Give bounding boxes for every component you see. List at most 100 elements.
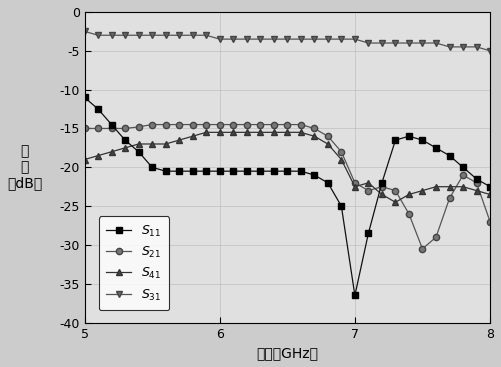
$S_{21}$ bbox=[203, 122, 209, 127]
$S_{21}$ bbox=[338, 150, 344, 154]
$S_{31}$ bbox=[109, 33, 115, 37]
$S_{31}$ bbox=[243, 37, 249, 41]
Line: $S_{31}$: $S_{31}$ bbox=[81, 28, 493, 54]
$S_{41}$ bbox=[257, 130, 263, 135]
$S_{11}$ bbox=[243, 169, 249, 173]
$S_{31}$ bbox=[203, 33, 209, 37]
$S_{31}$ bbox=[392, 41, 398, 45]
$S_{11}$ bbox=[433, 146, 439, 150]
$S_{21}$ bbox=[243, 122, 249, 127]
$S_{31}$ bbox=[406, 41, 412, 45]
$S_{41}$ bbox=[487, 192, 493, 197]
$S_{41}$ bbox=[163, 142, 169, 146]
$S_{11}$ bbox=[217, 169, 223, 173]
$S_{31}$ bbox=[163, 33, 169, 37]
$S_{11}$ bbox=[284, 169, 290, 173]
$S_{21}$ bbox=[392, 188, 398, 193]
$S_{11}$ bbox=[257, 169, 263, 173]
$S_{11}$ bbox=[190, 169, 196, 173]
$S_{31}$ bbox=[122, 33, 128, 37]
$S_{21}$ bbox=[95, 126, 101, 131]
$S_{11}$ bbox=[338, 204, 344, 208]
$S_{11}$ bbox=[460, 165, 466, 170]
$S_{41}$ bbox=[95, 153, 101, 158]
$S_{31}$ bbox=[257, 37, 263, 41]
$S_{21}$ bbox=[217, 122, 223, 127]
$S_{21}$ bbox=[271, 122, 277, 127]
$S_{31}$ bbox=[473, 45, 479, 49]
$S_{41}$ bbox=[176, 138, 182, 142]
$S_{21}$ bbox=[163, 122, 169, 127]
$S_{11}$ bbox=[82, 95, 88, 99]
Legend: $S_{11}$, $S_{21}$, $S_{41}$, $S_{31}$: $S_{11}$, $S_{21}$, $S_{41}$, $S_{31}$ bbox=[99, 216, 169, 310]
Line: $S_{21}$: $S_{21}$ bbox=[81, 121, 493, 252]
$S_{21}$ bbox=[487, 219, 493, 224]
$S_{31}$ bbox=[338, 37, 344, 41]
$S_{11}$ bbox=[271, 169, 277, 173]
$S_{31}$ bbox=[190, 33, 196, 37]
$S_{41}$ bbox=[392, 200, 398, 204]
$S_{21}$ bbox=[109, 126, 115, 131]
$S_{41}$ bbox=[311, 134, 317, 138]
$S_{41}$ bbox=[271, 130, 277, 135]
$S_{21}$ bbox=[257, 122, 263, 127]
$S_{41}$ bbox=[473, 188, 479, 193]
$S_{31}$ bbox=[365, 41, 371, 45]
$S_{31}$ bbox=[419, 41, 425, 45]
$S_{41}$ bbox=[419, 188, 425, 193]
$S_{11}$ bbox=[136, 150, 142, 154]
$S_{21}$ bbox=[230, 122, 236, 127]
$S_{31}$ bbox=[487, 48, 493, 53]
$S_{31}$ bbox=[136, 33, 142, 37]
$S_{11}$ bbox=[95, 107, 101, 111]
$S_{31}$ bbox=[82, 29, 88, 33]
Line: $S_{41}$: $S_{41}$ bbox=[81, 129, 493, 206]
$S_{21}$ bbox=[446, 196, 452, 200]
$S_{11}$ bbox=[176, 169, 182, 173]
$S_{41}$ bbox=[284, 130, 290, 135]
Line: $S_{11}$: $S_{11}$ bbox=[81, 94, 493, 299]
$S_{41}$ bbox=[298, 130, 304, 135]
$S_{11}$ bbox=[487, 185, 493, 189]
$S_{41}$ bbox=[243, 130, 249, 135]
$S_{11}$ bbox=[230, 169, 236, 173]
$S_{11}$ bbox=[365, 231, 371, 236]
$S_{21}$ bbox=[325, 134, 331, 138]
$S_{11}$ bbox=[122, 138, 128, 142]
$S_{31}$ bbox=[352, 37, 358, 41]
$S_{11}$ bbox=[149, 165, 155, 170]
$S_{41}$ bbox=[352, 185, 358, 189]
$S_{41}$ bbox=[122, 146, 128, 150]
$S_{21}$ bbox=[149, 122, 155, 127]
$S_{11}$ bbox=[379, 181, 385, 185]
$S_{11}$ bbox=[419, 138, 425, 142]
$S_{31}$ bbox=[311, 37, 317, 41]
$S_{11}$ bbox=[311, 173, 317, 177]
$S_{11}$ bbox=[325, 181, 331, 185]
$S_{41}$ bbox=[379, 192, 385, 197]
$S_{21}$ bbox=[460, 173, 466, 177]
$S_{11}$ bbox=[446, 153, 452, 158]
$S_{41}$ bbox=[109, 150, 115, 154]
$S_{11}$ bbox=[406, 134, 412, 138]
$S_{31}$ bbox=[325, 37, 331, 41]
$S_{41}$ bbox=[190, 134, 196, 138]
$S_{31}$ bbox=[230, 37, 236, 41]
$S_{21}$ bbox=[473, 181, 479, 185]
$S_{21}$ bbox=[284, 122, 290, 127]
$S_{11}$ bbox=[163, 169, 169, 173]
$S_{31}$ bbox=[149, 33, 155, 37]
$S_{31}$ bbox=[446, 45, 452, 49]
$S_{11}$ bbox=[109, 122, 115, 127]
$S_{41}$ bbox=[365, 181, 371, 185]
$S_{41}$ bbox=[230, 130, 236, 135]
$S_{41}$ bbox=[82, 157, 88, 162]
$S_{11}$ bbox=[473, 177, 479, 181]
$S_{21}$ bbox=[82, 126, 88, 131]
$S_{21}$ bbox=[122, 126, 128, 131]
$S_{21}$ bbox=[406, 212, 412, 216]
$S_{41}$ bbox=[217, 130, 223, 135]
$S_{21}$ bbox=[298, 122, 304, 127]
$S_{21}$ bbox=[419, 247, 425, 251]
$S_{41}$ bbox=[203, 130, 209, 135]
